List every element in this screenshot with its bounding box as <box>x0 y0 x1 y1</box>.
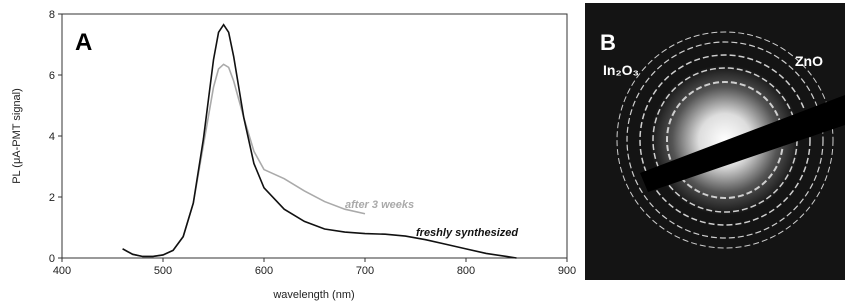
x-tick-label: 900 <box>558 265 576 277</box>
plot-frame <box>62 14 567 258</box>
y-tick-label: 8 <box>49 9 55 21</box>
y-tick-label: 6 <box>49 70 55 82</box>
y-axis-label: PL (μA-PMT signal) <box>11 88 23 184</box>
series-label: freshly synthesized <box>416 227 518 239</box>
y-tick-label: 4 <box>49 131 55 143</box>
annotation: In₂O₃ <box>603 62 639 78</box>
x-tick-label: 800 <box>457 265 475 277</box>
figure: B In₂O₃ ZnO A wavelength (nm) PL (μA-PMT… <box>0 0 847 307</box>
x-axis-label: wavelength (nm) <box>272 289 354 301</box>
y-tick-label: 0 <box>49 253 55 265</box>
x-tick-label: 500 <box>154 265 172 277</box>
line <box>123 64 365 256</box>
panel-label: B <box>600 30 616 55</box>
panel-label: A <box>75 29 92 56</box>
x-tick-label: 700 <box>356 265 374 277</box>
image-panel: B In₂O₃ ZnO <box>585 3 845 280</box>
x-tick-label: 400 <box>53 265 71 277</box>
line <box>123 25 517 258</box>
y-tick-label: 2 <box>49 192 55 204</box>
annotation: ZnO <box>795 53 823 69</box>
series-label: after 3 weeks <box>345 199 414 211</box>
x-tick-label: 600 <box>255 265 273 277</box>
